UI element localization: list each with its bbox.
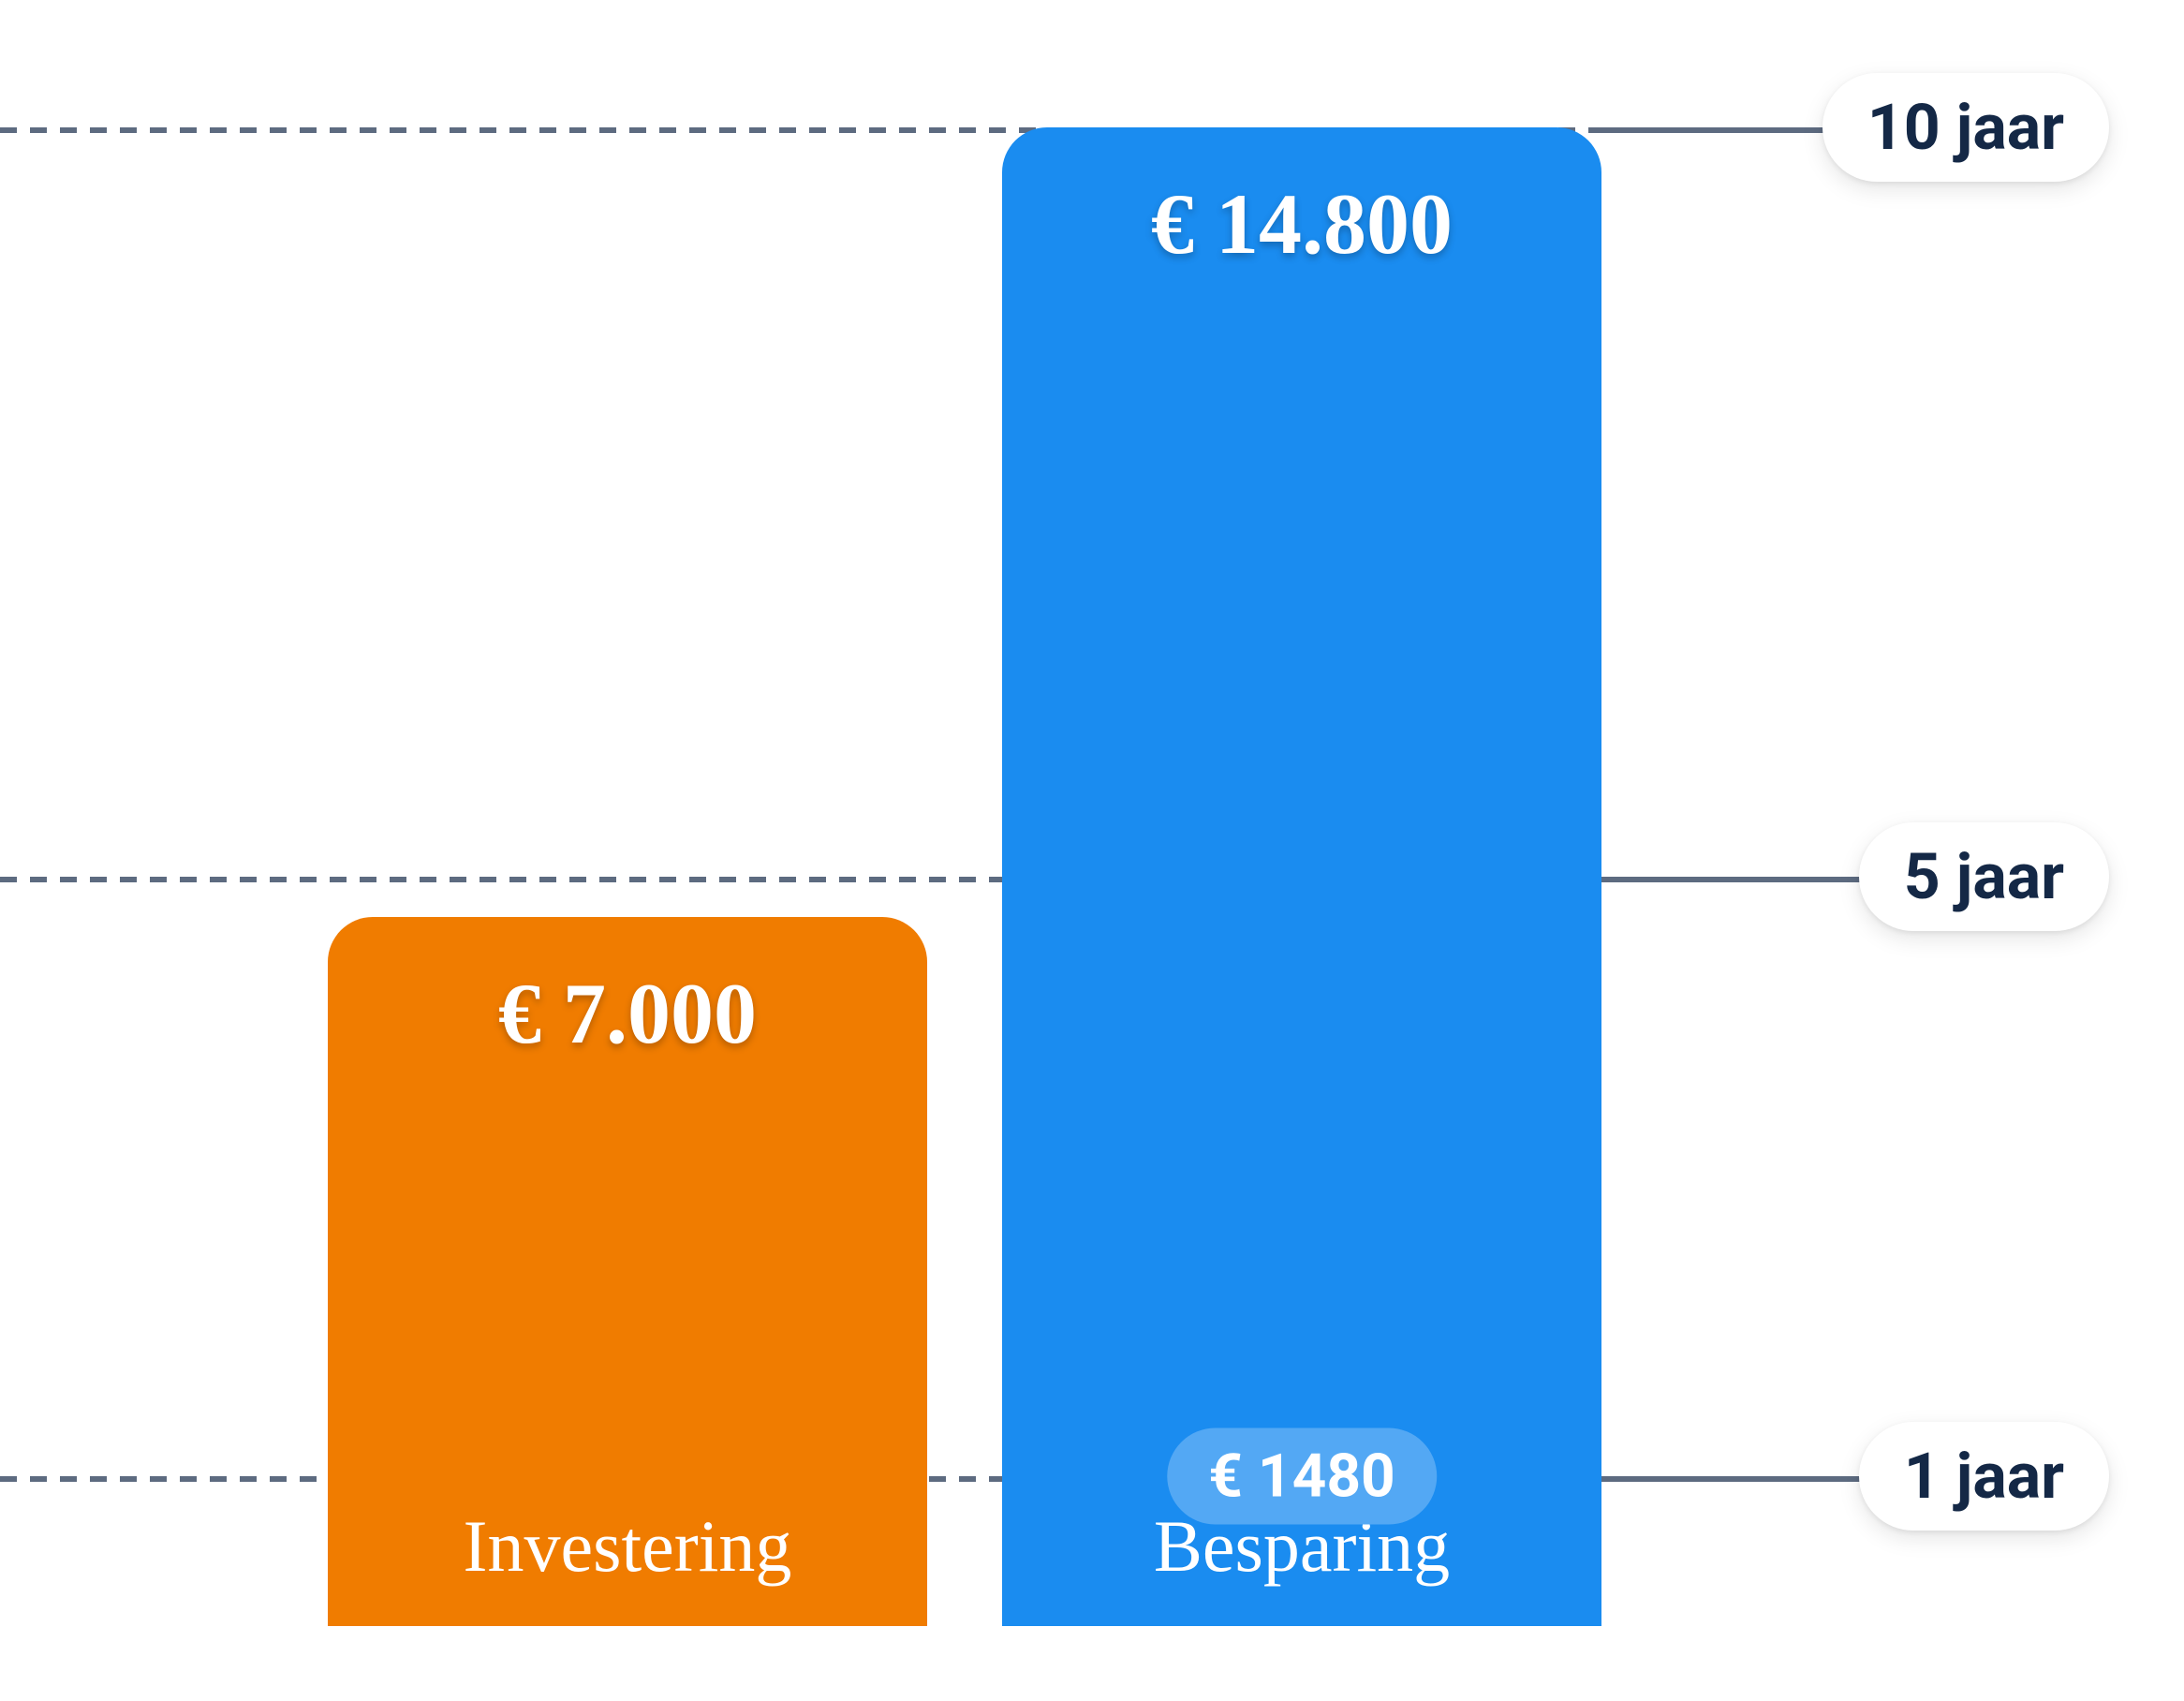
bar-investering-category: Investering [328, 1504, 927, 1589]
investment-savings-chart: € 7.000 Investering € 14.800 Besparing €… [0, 0, 2184, 1701]
badge-1-jaar: 1 jaar [1859, 1422, 2109, 1531]
inline-badge-1-jaar-value: € 1480 [1167, 1428, 1437, 1525]
bar-besparing: € 14.800 Besparing [1002, 127, 1601, 1626]
badge-5-jaar: 5 jaar [1859, 822, 2109, 931]
bar-investering-value: € 7.000 [328, 964, 927, 1063]
bar-besparing-value: € 14.800 [1002, 174, 1601, 274]
badge-10-jaar: 10 jaar [1822, 73, 2109, 182]
bar-investering: € 7.000 Investering [328, 917, 927, 1626]
